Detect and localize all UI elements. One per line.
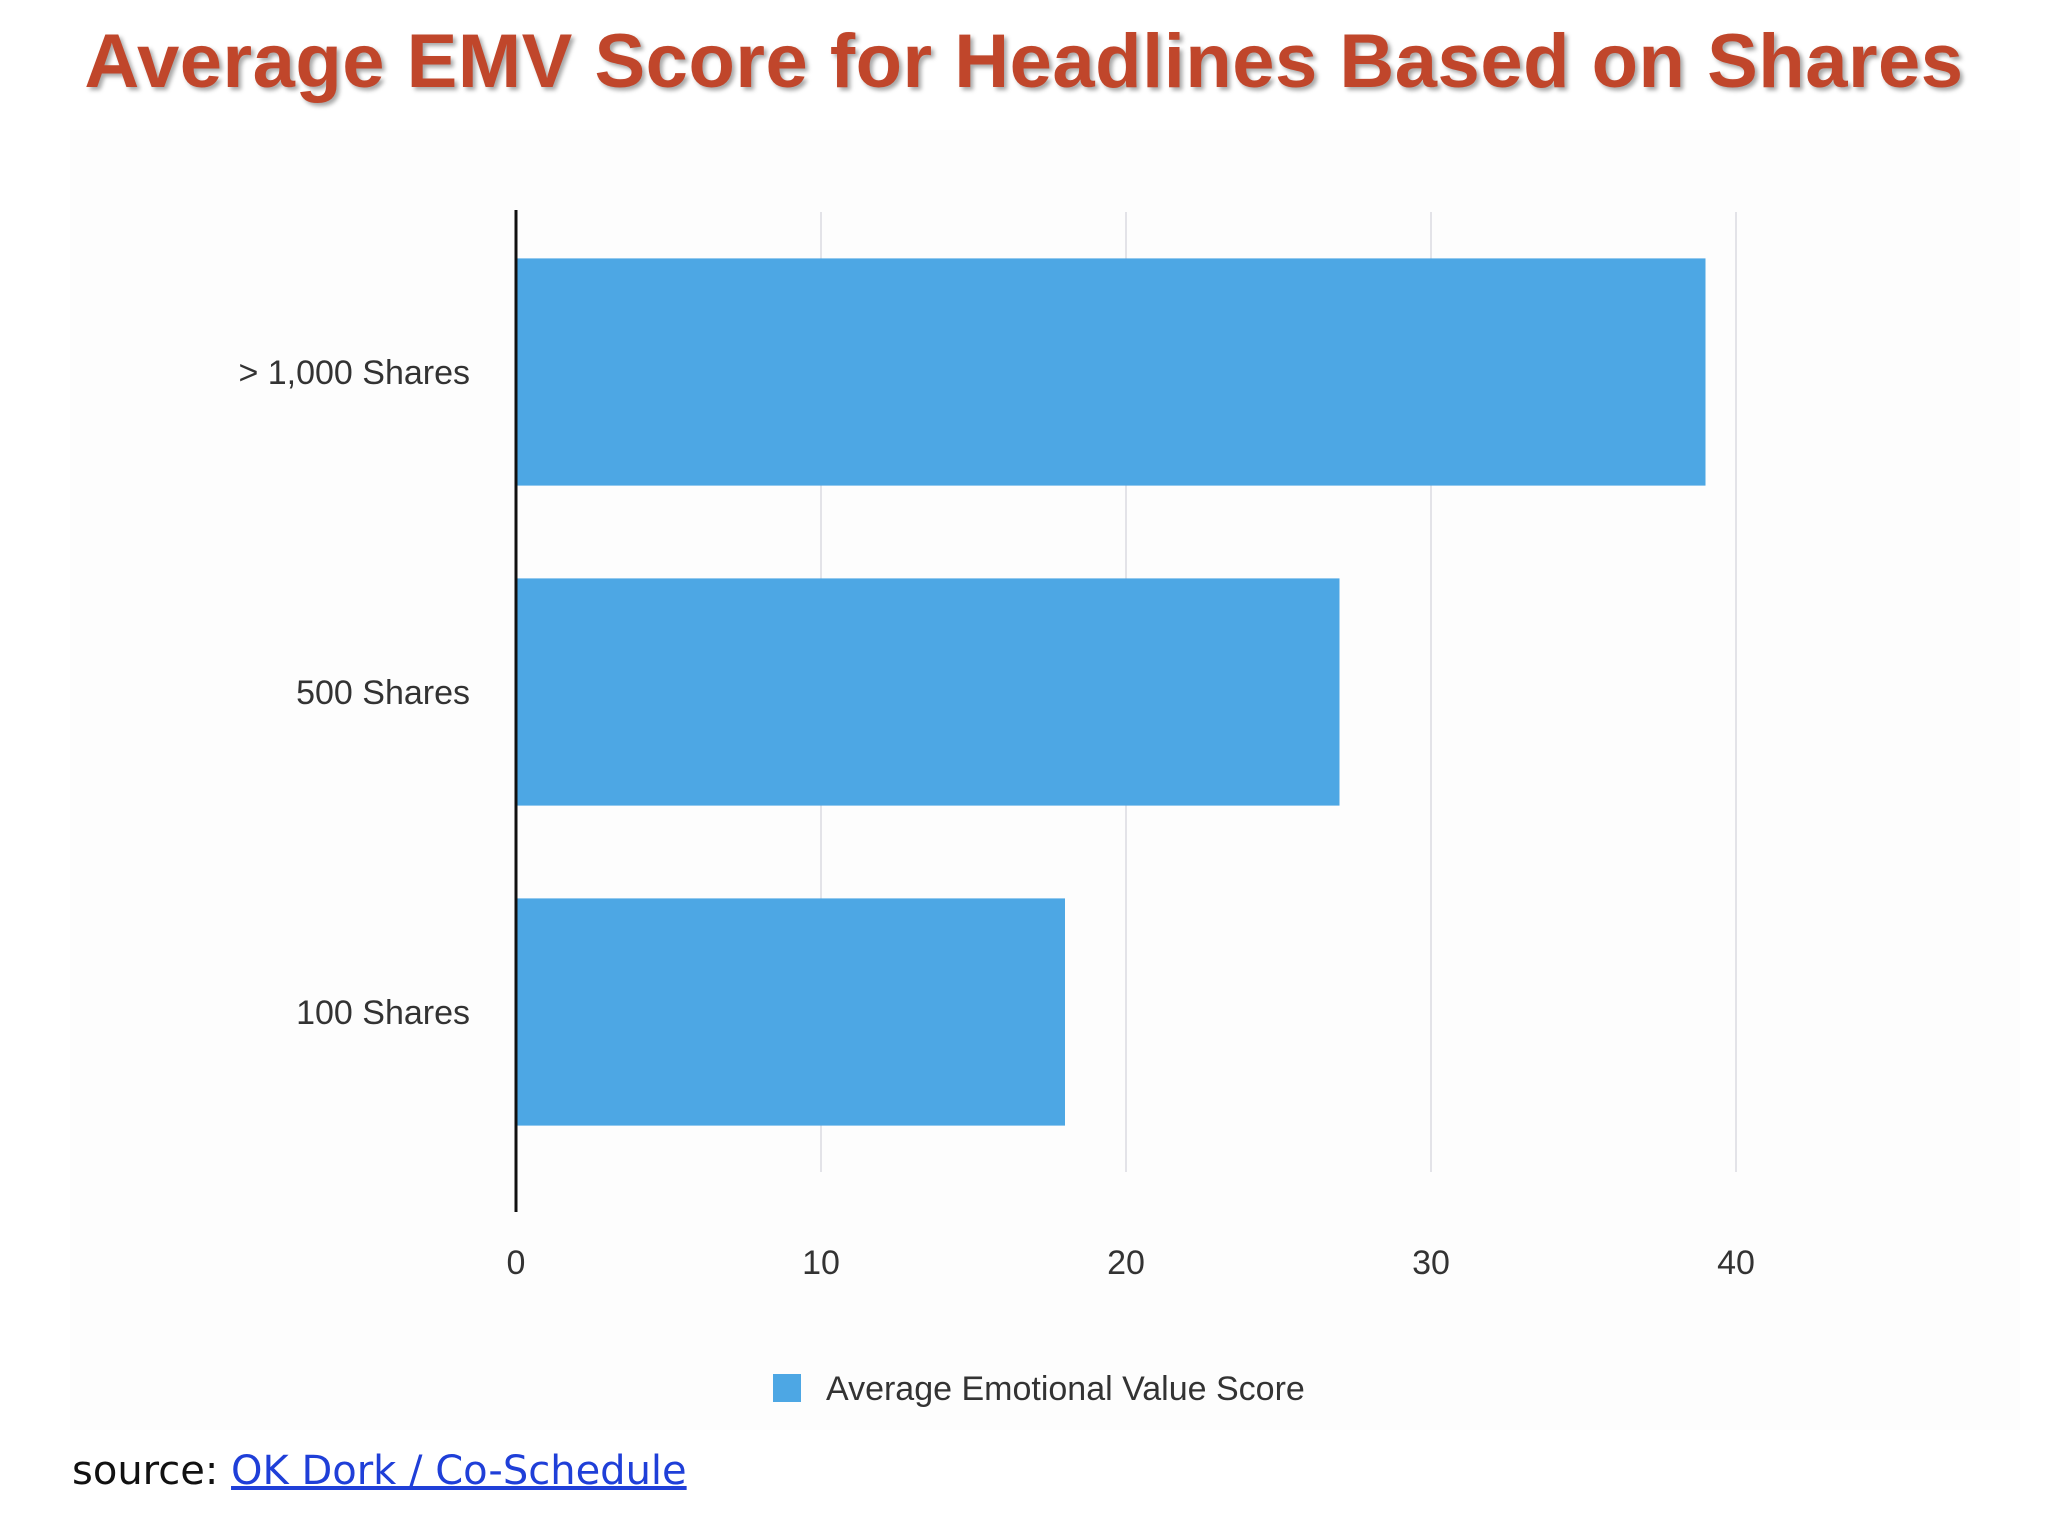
source-prefix: source: <box>72 1448 219 1494</box>
legend-swatch <box>773 1374 801 1402</box>
x-tick-label-30: 30 <box>1412 1244 1450 1282</box>
x-tick-label-20: 20 <box>1107 1244 1145 1282</box>
chart-area: > 1,000 Shares 500 Shares 100 Shares 0 10 20 3… <box>70 130 2020 1430</box>
x-tick-label-40: 40 <box>1717 1244 1755 1282</box>
x-tick-label-10: 10 <box>802 1244 840 1282</box>
source-link[interactable]: OK Dork / Co-Schedule <box>231 1448 687 1494</box>
source-citation: source: OK Dork / Co-Schedule <box>72 1448 687 1494</box>
bar-1 <box>516 578 1340 806</box>
category-label-1: 500 Shares <box>296 674 470 712</box>
bar-chart: > 1,000 Shares 500 Shares 100 Shares 0 10 20 3… <box>238 210 1755 1408</box>
bar-0 <box>516 258 1706 486</box>
category-label-2: 100 Shares <box>296 994 470 1032</box>
x-tick-label-0: 0 <box>507 1244 526 1282</box>
bar-2 <box>516 898 1065 1126</box>
legend-label: Average Emotional Value Score <box>826 1370 1305 1408</box>
chart-title: Average EMV Score for Headlines Based on… <box>84 19 1964 104</box>
category-label-0: > 1,000 Shares <box>238 354 470 392</box>
